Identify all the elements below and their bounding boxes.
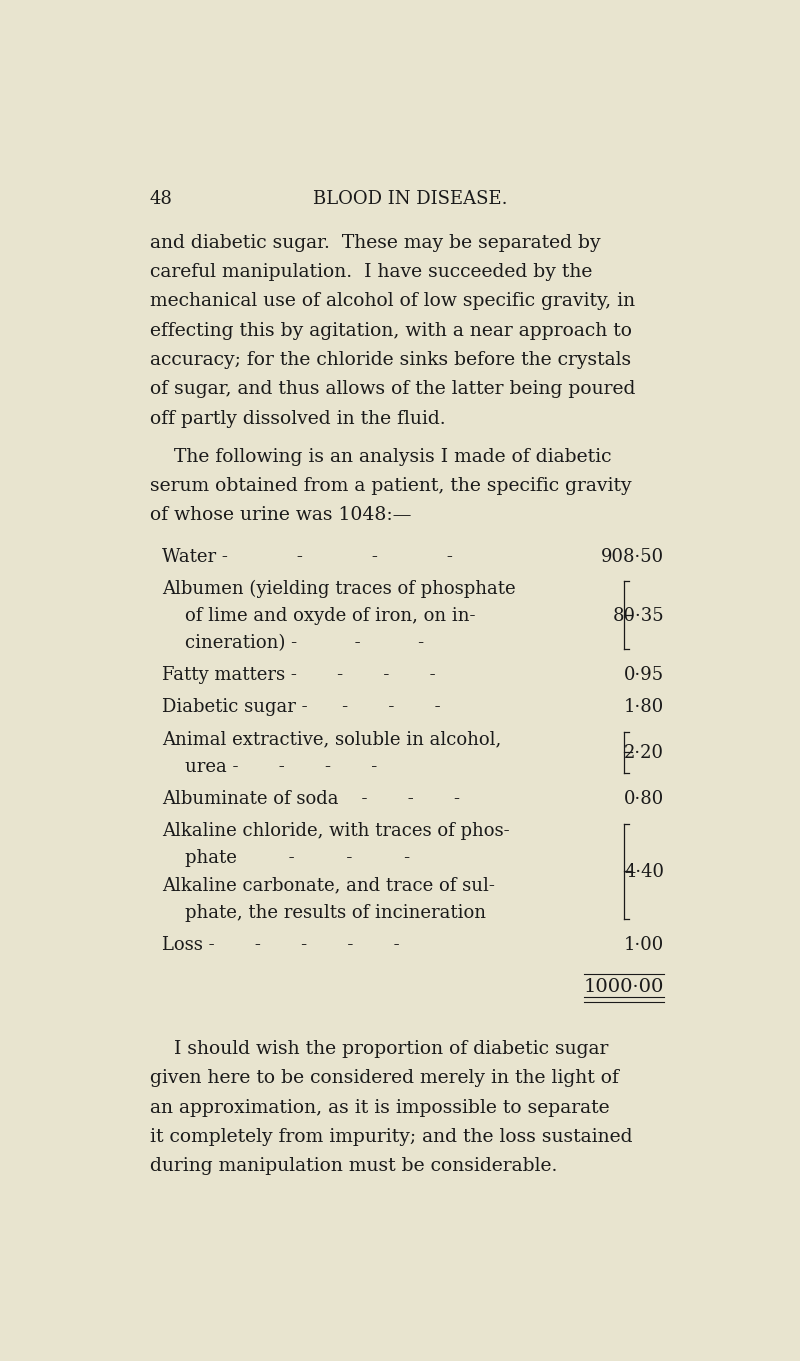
Text: mechanical use of alcohol of low specific gravity, in: mechanical use of alcohol of low specifi… <box>150 293 634 310</box>
Text: 1·80: 1·80 <box>624 698 664 716</box>
Text: Fatty matters -       -       -       -: Fatty matters - - - - <box>162 667 436 685</box>
Text: Water -            -            -            -: Water - - - - <box>162 547 453 566</box>
Text: BLOOD IN DISEASE.: BLOOD IN DISEASE. <box>313 189 507 207</box>
Text: Loss -       -       -       -       -: Loss - - - - - <box>162 936 400 954</box>
Text: 48: 48 <box>150 189 173 207</box>
Text: serum obtained from a patient, the specific gravity: serum obtained from a patient, the speci… <box>150 478 631 495</box>
Text: 2·20: 2·20 <box>624 744 664 762</box>
Text: The following is an analysis I made of diabetic: The following is an analysis I made of d… <box>150 448 611 465</box>
Text: given here to be considered merely in the light of: given here to be considered merely in th… <box>150 1070 618 1087</box>
Text: careful manipulation.  I have succeeded by the: careful manipulation. I have succeeded b… <box>150 263 592 280</box>
Text: 0·95: 0·95 <box>624 667 664 685</box>
Text: Albuminate of soda    -       -       -: Albuminate of soda - - - <box>162 789 460 808</box>
Text: accuracy; for the chloride sinks before the crystals: accuracy; for the chloride sinks before … <box>150 351 630 369</box>
Text: an approximation, as it is impossible to separate: an approximation, as it is impossible to… <box>150 1098 610 1116</box>
Text: of lime and oxyde of iron, on in-: of lime and oxyde of iron, on in- <box>162 607 475 625</box>
Text: cineration) -          -          -: cineration) - - - <box>162 634 424 652</box>
Text: 1·00: 1·00 <box>624 936 664 954</box>
Text: off partly dissolved in the fluid.: off partly dissolved in the fluid. <box>150 410 446 427</box>
Text: Animal extractive, soluble in alcohol,: Animal extractive, soluble in alcohol, <box>162 731 502 749</box>
Text: phate         -         -         -: phate - - - <box>162 849 410 867</box>
Text: of whose urine was 1048:—: of whose urine was 1048:— <box>150 506 411 524</box>
Text: effecting this by agitation, with a near approach to: effecting this by agitation, with a near… <box>150 321 632 339</box>
Text: 1000·00: 1000·00 <box>584 977 664 996</box>
Text: Albumen (yielding traces of phosphate: Albumen (yielding traces of phosphate <box>162 580 516 597</box>
Text: phate, the results of incineration: phate, the results of incineration <box>162 904 486 921</box>
Text: 0·80: 0·80 <box>624 789 664 808</box>
Text: of sugar, and thus allows of the latter being poured: of sugar, and thus allows of the latter … <box>150 380 635 399</box>
Text: and diabetic sugar.  These may be separated by: and diabetic sugar. These may be separat… <box>150 234 600 252</box>
Text: 4·40: 4·40 <box>624 863 664 881</box>
Text: 908·50: 908·50 <box>601 547 664 566</box>
Text: Alkaline chloride, with traces of phos-: Alkaline chloride, with traces of phos- <box>162 822 510 840</box>
Text: urea -       -       -       -: urea - - - - <box>162 758 378 776</box>
Text: it completely from impurity; and the loss sustained: it completely from impurity; and the los… <box>150 1128 632 1146</box>
Text: Diabetic sugar -      -       -       -: Diabetic sugar - - - - <box>162 698 441 716</box>
Text: Alkaline carbonate, and trace of sul-: Alkaline carbonate, and trace of sul- <box>162 876 495 894</box>
Text: during manipulation must be considerable.: during manipulation must be considerable… <box>150 1157 557 1176</box>
Text: 80·35: 80·35 <box>613 607 664 625</box>
Text: I should wish the proportion of diabetic sugar: I should wish the proportion of diabetic… <box>150 1040 608 1057</box>
